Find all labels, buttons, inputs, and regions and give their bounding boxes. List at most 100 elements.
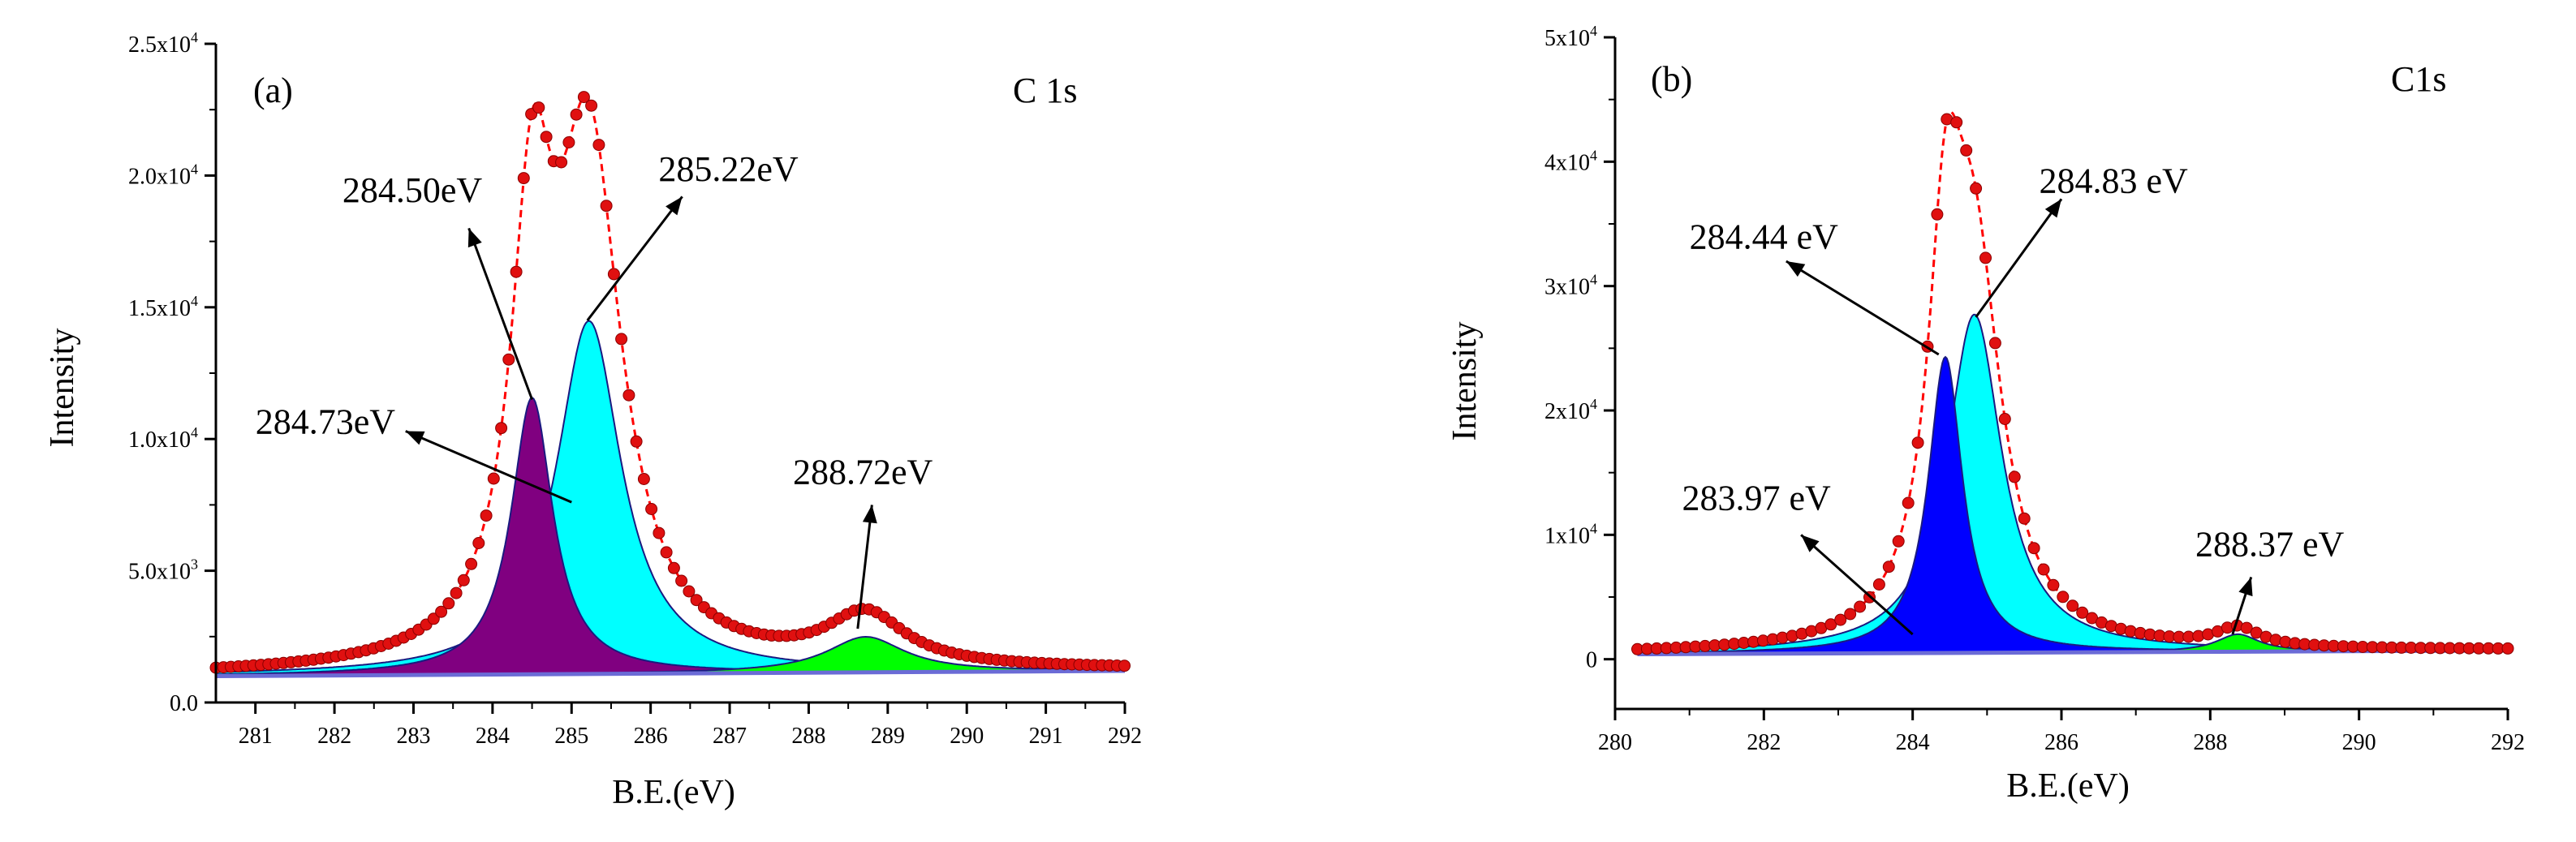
ticks: 281 282 283 284 285 286 287 288 289 290 291 292 0.0 5… (128, 29, 1142, 749)
x-axis-title: B.E.(eV) (612, 774, 735, 811)
x-tick-label: 288 (2193, 730, 2227, 755)
x-tick-label: 292 (2491, 730, 2525, 755)
envelope-point (2057, 591, 2070, 604)
annotation-arrow-line (1800, 534, 1914, 636)
panel-label: (a) (253, 71, 293, 110)
baseline-group (215, 668, 1126, 679)
peak-label: 285.22eV (658, 149, 799, 189)
x-tick-label: 285 (554, 724, 588, 749)
x-tick-label: 290 (2342, 730, 2376, 755)
envelope-point (2018, 512, 2031, 525)
envelope-point (480, 509, 493, 522)
envelope-point (1902, 496, 1915, 509)
x-tick-label: 286 (634, 724, 668, 749)
envelope-point (675, 574, 688, 587)
y-tick-label: 0.0 (170, 691, 198, 716)
chart-panel-a: 281 282 283 284 285 286 287 288 289 290 291 292 0.0 5… (44, 29, 1142, 811)
envelope-point (637, 473, 650, 485)
envelope-point (510, 265, 523, 278)
envelope-point (607, 268, 620, 281)
annotation-arrow-head (2238, 577, 2253, 597)
envelope-point (1854, 600, 1867, 613)
envelope-point (435, 605, 448, 618)
envelope-point (1872, 578, 1885, 591)
envelope-point (1979, 251, 1992, 264)
envelope-point (622, 389, 635, 402)
envelope-point (450, 586, 463, 599)
envelope-point (487, 472, 500, 485)
y-tick-label: 3x104 (1544, 272, 1597, 300)
x-tick-label: 283 (396, 724, 430, 749)
y-tick-label: 5.0x103 (128, 556, 198, 585)
envelope-point (1911, 436, 1924, 449)
envelope-point (600, 200, 613, 213)
panel-label: (b) (1651, 59, 1692, 99)
component-fills (215, 320, 1126, 677)
y-tick-label: 1.5x104 (128, 293, 198, 321)
chart-title: C 1s (1013, 71, 1077, 110)
envelope-point (2027, 542, 2040, 555)
envelope-point (465, 557, 478, 570)
x-tick-label: 280 (1598, 730, 1632, 755)
x-tick-label: 288 (791, 724, 825, 749)
envelope-point (502, 353, 515, 366)
envelope-point (1970, 182, 1983, 195)
y-tick-label: 5x104 (1544, 23, 1597, 51)
ticks: 280 282 284 286 288 290 292 0 1x104 2x104 3x104 4x1… (1544, 23, 2525, 755)
annotation-arrow-line (1786, 260, 1940, 356)
y-tick-label: 2.5x104 (128, 29, 198, 58)
envelope-point (1834, 613, 1847, 626)
envelope-point (472, 537, 485, 549)
x-tick-label: 292 (1108, 724, 1142, 749)
envelope-point (457, 574, 470, 586)
envelope-point (532, 101, 545, 114)
envelope-point (577, 91, 590, 104)
envelope-point (1824, 618, 1837, 631)
annotation-arrow-head (1801, 535, 1820, 552)
annotation-arrow-head (1786, 261, 1806, 277)
x-tick-label: 282 (1747, 730, 1781, 755)
x-tick-label: 289 (871, 724, 905, 749)
envelope-point (555, 156, 568, 169)
x-axis-title: B.E.(eV) (2006, 767, 2130, 805)
y-tick-label: 4x104 (1544, 147, 1597, 175)
envelope-point (1950, 116, 1963, 129)
envelope-group (209, 91, 1131, 674)
envelope-point (540, 131, 553, 144)
envelope-point (660, 546, 673, 559)
annotation-arrow-line (856, 505, 873, 629)
x-tick-label: 282 (317, 724, 351, 749)
annotation-arrow-head (862, 505, 877, 524)
peak-label: 288.37 eV (2195, 524, 2345, 564)
y-tick-label: 0 (1586, 648, 1597, 673)
peak-label: 284.50eV (342, 170, 483, 210)
component-peak-285.22 (215, 320, 1126, 677)
x-tick-label: 286 (2044, 730, 2078, 755)
y-tick-label: 2x104 (1544, 396, 1597, 424)
y-tick-label: 2.0x104 (128, 161, 198, 189)
envelope-point (1931, 208, 1944, 221)
annotation-arrows (405, 195, 877, 629)
envelope-point (517, 172, 530, 185)
envelope-point (2008, 470, 2021, 483)
x-tick-label: 287 (713, 724, 747, 749)
envelope-point (1892, 535, 1905, 548)
annotation-arrow-head (405, 431, 425, 445)
envelope-point (2066, 599, 2079, 612)
envelope-point (585, 99, 598, 112)
annotation-arrow-line (405, 430, 572, 504)
envelope-point (592, 139, 605, 152)
annotation-arrow-head (2044, 199, 2061, 218)
envelope-point (630, 435, 643, 448)
baseline-line (215, 668, 1126, 679)
peak-label: 284.73eV (256, 402, 396, 442)
envelope-point (562, 136, 575, 148)
annotation-labels: 284.44 eV 284.83 eV 283.97 eV 288.37 eV (1682, 161, 2345, 565)
envelope-point (427, 612, 440, 625)
y-tick-label: 1.0x104 (128, 424, 198, 453)
envelope-point (690, 594, 703, 607)
axes (214, 44, 1125, 704)
x-tick-label: 290 (950, 724, 984, 749)
x-tick-label: 291 (1029, 724, 1063, 749)
